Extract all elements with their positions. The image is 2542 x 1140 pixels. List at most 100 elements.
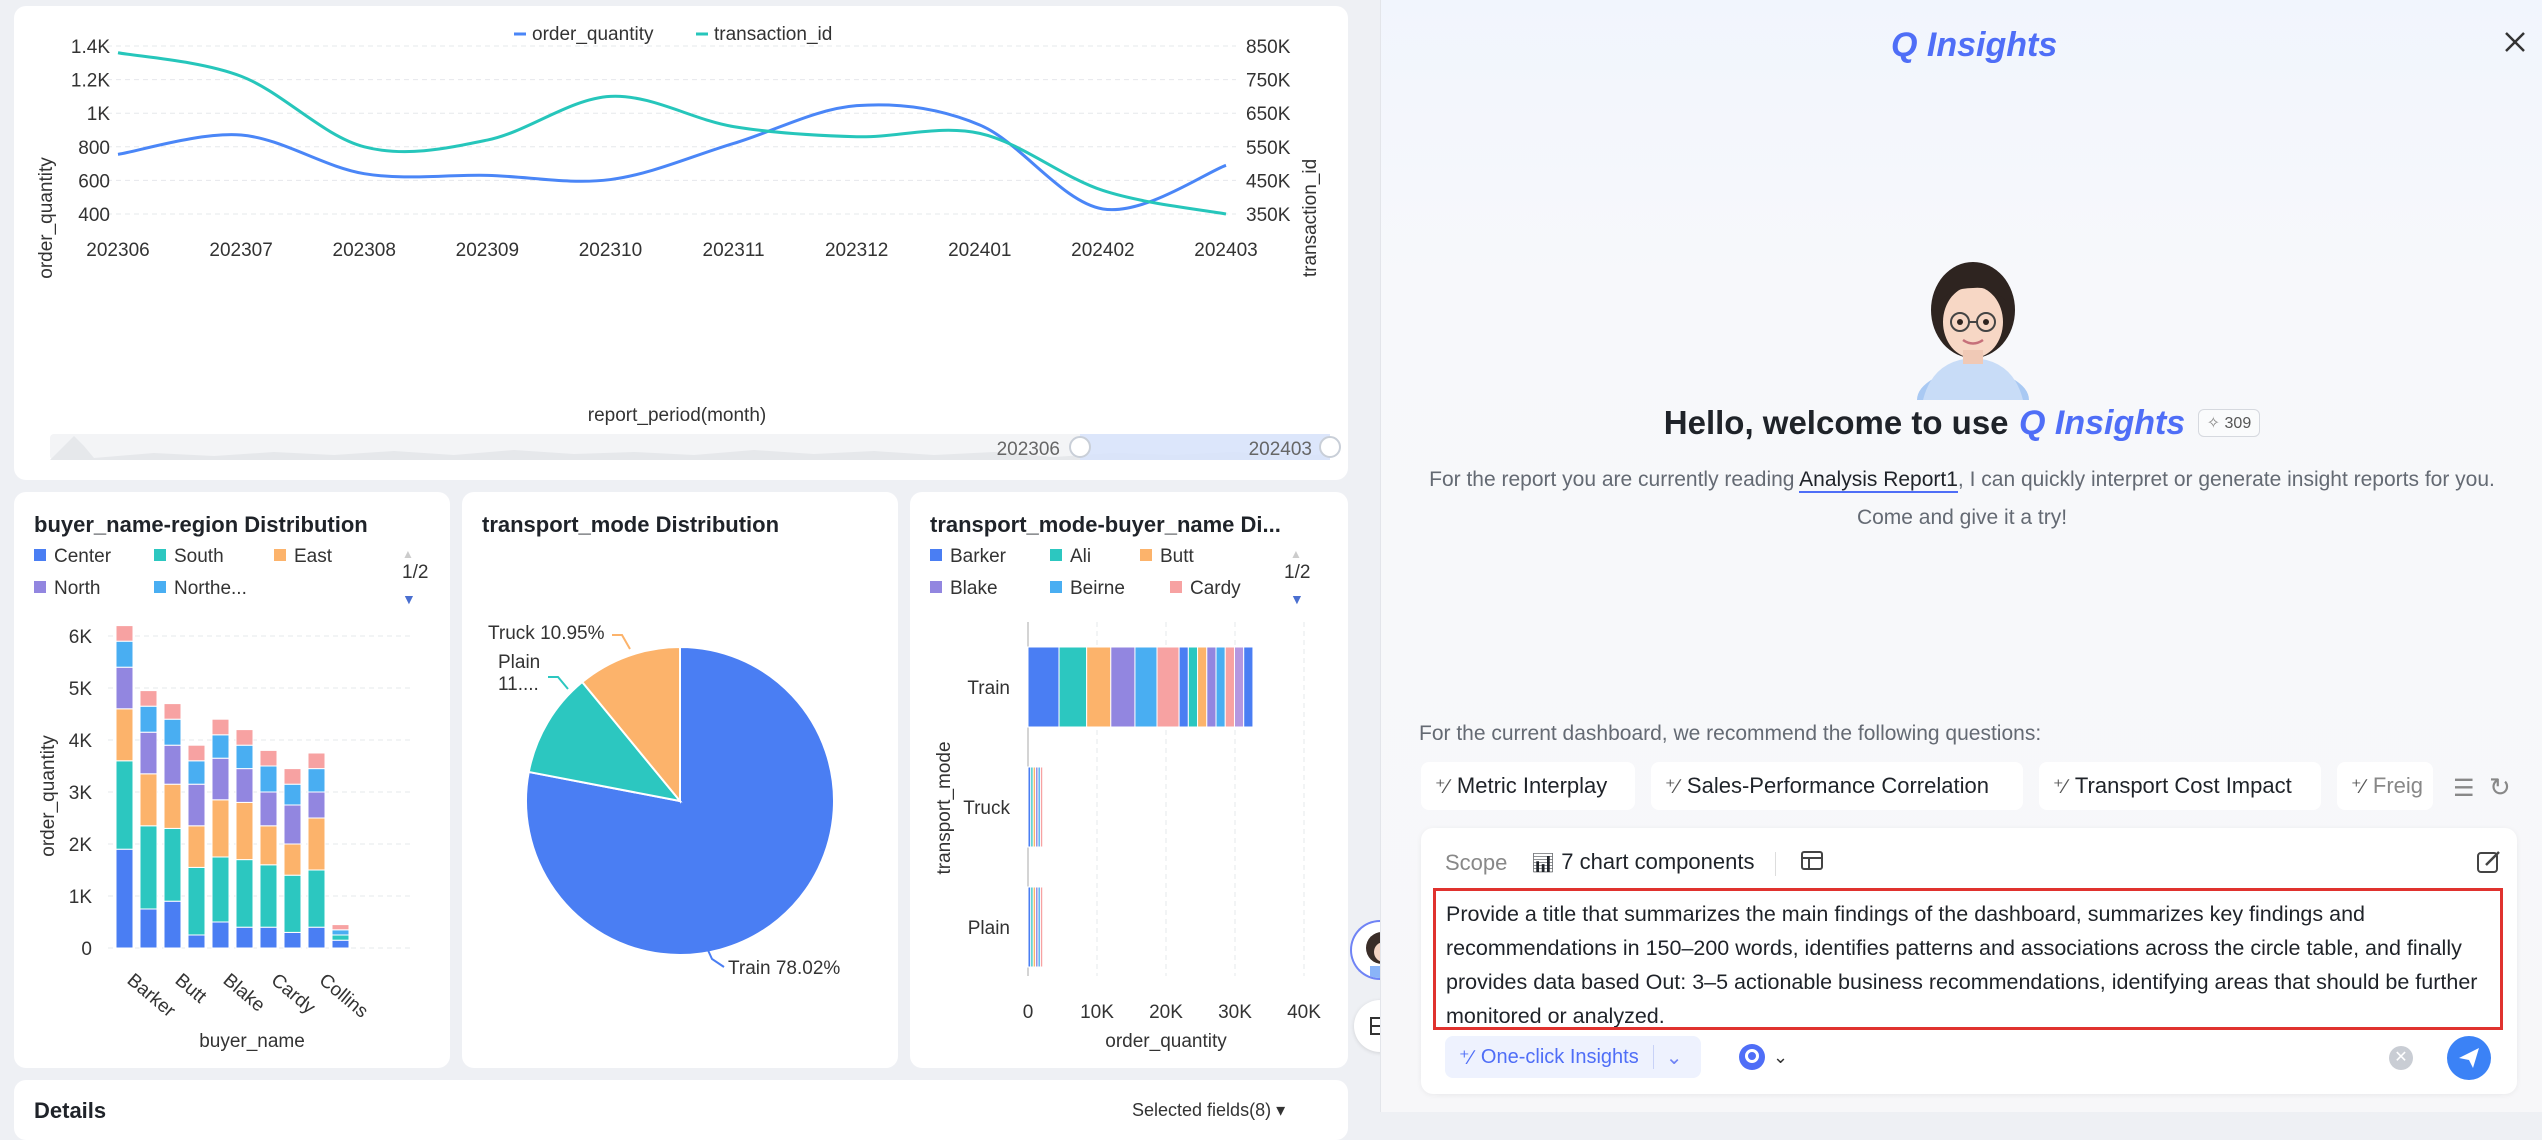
selected-fields-dropdown[interactable]: Selected fields(8) ▾ xyxy=(1132,1100,1285,1121)
y-tick-label: 2K xyxy=(69,835,93,856)
zoom-slider-start-label: 202306 xyxy=(997,439,1060,460)
model-selector[interactable]: ⌄ xyxy=(1739,1042,1809,1072)
pie-slice-truck xyxy=(580,645,681,804)
y-tick-label: 3K xyxy=(69,783,93,804)
bar-segment xyxy=(1197,646,1208,728)
send-button[interactable] xyxy=(2447,1036,2491,1080)
bar-segment xyxy=(139,825,158,910)
zoom-slider-selection[interactable] xyxy=(1080,434,1330,460)
right-tick-label: 650K xyxy=(1246,104,1291,125)
truck-slice-label: Truck 10.95% xyxy=(488,623,605,644)
bar-segment xyxy=(259,791,278,827)
x-axis-label: buyer_name xyxy=(199,1031,305,1052)
bar-segment xyxy=(283,843,302,876)
magic-wand-icon: ⁺∕ xyxy=(2351,775,2365,798)
bar-segment xyxy=(235,729,254,746)
pager-up-icon[interactable]: ▲ xyxy=(1290,547,1302,561)
magic-wand-icon: ⁺∕ xyxy=(1459,1046,1473,1069)
y-axis-label: order_quantity xyxy=(38,735,59,857)
legend-item-label: South xyxy=(174,546,224,567)
y-tick-label: Plain xyxy=(968,918,1010,939)
left-tick-label: 600 xyxy=(78,171,110,192)
bar-segment xyxy=(115,760,134,850)
edit-icon[interactable] xyxy=(2475,848,2503,876)
legend-pager[interactable]: 1/2 xyxy=(1284,562,1310,583)
legend-pager[interactable]: 1/2 xyxy=(402,562,428,583)
question-chip-transport-cost[interactable]: ⁺∕ Transport Cost Impact xyxy=(2039,762,2321,810)
bar-segment xyxy=(163,900,182,949)
bar-segment xyxy=(115,625,134,642)
legend-item-label: Beirne xyxy=(1070,578,1125,599)
bar-segment xyxy=(259,765,278,793)
truck-leader-line xyxy=(612,634,631,650)
series-line-transaction_id xyxy=(117,51,1227,216)
x-tick-label: 40K xyxy=(1287,1002,1321,1023)
y-tick-label: 6K xyxy=(69,627,93,648)
legend-swatch xyxy=(154,581,166,593)
prompt-textarea[interactable]: Provide a title that summarizes the main… xyxy=(1433,888,2503,1030)
x-tick-label: 202311 xyxy=(703,240,765,261)
table-settings-icon[interactable] xyxy=(1799,848,1825,874)
intro-line2: Come and give it a try! xyxy=(1856,506,2068,529)
bar-segment xyxy=(307,791,326,819)
legend-swatch xyxy=(930,549,942,561)
x-tick-label: Cardy xyxy=(267,970,320,1019)
legend-item-label: East xyxy=(294,546,333,567)
legend-swatch xyxy=(1140,549,1152,561)
list-icon[interactable]: ☰ xyxy=(2453,775,2475,802)
chevron-down-icon[interactable]: ⌄ xyxy=(1665,1046,1683,1069)
close-icon[interactable] xyxy=(2501,28,2529,56)
x-tick-label: Blake xyxy=(219,970,269,1017)
right-tick-label: 750K xyxy=(1246,71,1291,92)
bar-segment xyxy=(283,804,302,845)
zoom-slider-handle-start[interactable] xyxy=(1069,436,1091,458)
bar-segment xyxy=(211,757,230,801)
scope-selector[interactable]: 📊︎ 7 chart components xyxy=(1531,849,1754,875)
x-tick-label: 202306 xyxy=(86,240,149,261)
intro-text: For the report you are currently reading… xyxy=(1381,468,2542,493)
clear-icon[interactable]: ✕ xyxy=(2389,1046,2413,1070)
x-axis-label: order_quantity xyxy=(1105,1031,1227,1052)
pager-up-icon[interactable]: ▲ xyxy=(402,547,414,561)
bar-segment xyxy=(211,921,230,949)
bar-segment xyxy=(139,908,158,949)
bar-segment xyxy=(1215,646,1226,728)
legend-item-label: Barker xyxy=(950,546,1007,567)
x-tick-label: 202401 xyxy=(948,240,1011,261)
report-link[interactable]: Analysis Report1 xyxy=(1799,468,1958,493)
left-tick-label: 800 xyxy=(78,138,110,159)
transport-pie-chart: Truck 10.95% Plain 11.... Train 78.02% xyxy=(488,623,840,979)
one-click-insights-button[interactable]: ⁺∕ One-click Insights ⌄ xyxy=(1445,1036,1701,1078)
pager-down-icon[interactable]: ▼ xyxy=(1290,591,1304,607)
transport-pie-card: transport_mode Distribution Truck 10.95%… xyxy=(462,492,898,1068)
pager-down-icon[interactable]: ▼ xyxy=(402,591,416,607)
welcome-brand: Q Insights xyxy=(2018,404,2186,442)
bar-segment xyxy=(1048,766,1051,848)
bar-segment xyxy=(163,718,182,746)
legend-swatch xyxy=(34,549,46,561)
bar-segment xyxy=(1027,646,1060,728)
x-tick-label: 202307 xyxy=(209,240,272,261)
question-chip-freight[interactable]: ⁺∕ Freig xyxy=(2337,762,2433,810)
pie-slice-train xyxy=(525,645,835,956)
transport-buyer-card: transport_mode-buyer_name Di... Barker Al… xyxy=(910,492,1348,1068)
scope-divider xyxy=(1775,852,1776,876)
legend-item-label: Blake xyxy=(950,578,998,599)
legend-item-label: Butt xyxy=(1160,546,1195,567)
refresh-icon[interactable]: ↻ xyxy=(2489,772,2511,802)
zoom-slider-handle-end[interactable] xyxy=(1319,436,1341,458)
bar-segment xyxy=(331,939,350,949)
bar-segment xyxy=(1048,886,1051,968)
bar-segment xyxy=(235,859,254,928)
details-title: Details xyxy=(34,1098,107,1123)
bar-segment xyxy=(187,744,206,762)
region-stacked-bar-chart: Center South East North Northe... 1/2 ▲ ▼ 6K… xyxy=(34,546,428,1052)
line-chart-card: order_quantity transaction_id 1.4K 850K 1.2… xyxy=(14,6,1348,480)
bar-segment xyxy=(1178,646,1189,728)
question-chip-sales-performance[interactable]: ⁺∕ Sales-Performance Correlation xyxy=(1651,762,2023,810)
bar-segment xyxy=(139,690,158,707)
bar-segment xyxy=(163,703,182,720)
question-chip-metric-interplay[interactable]: ⁺∕ Metric Interplay xyxy=(1421,762,1635,810)
one-click-label: One-click Insights xyxy=(1480,1045,1639,1068)
insights-panel: Q Insights Hello, welcome to use Q Insig… xyxy=(1380,0,2542,1112)
